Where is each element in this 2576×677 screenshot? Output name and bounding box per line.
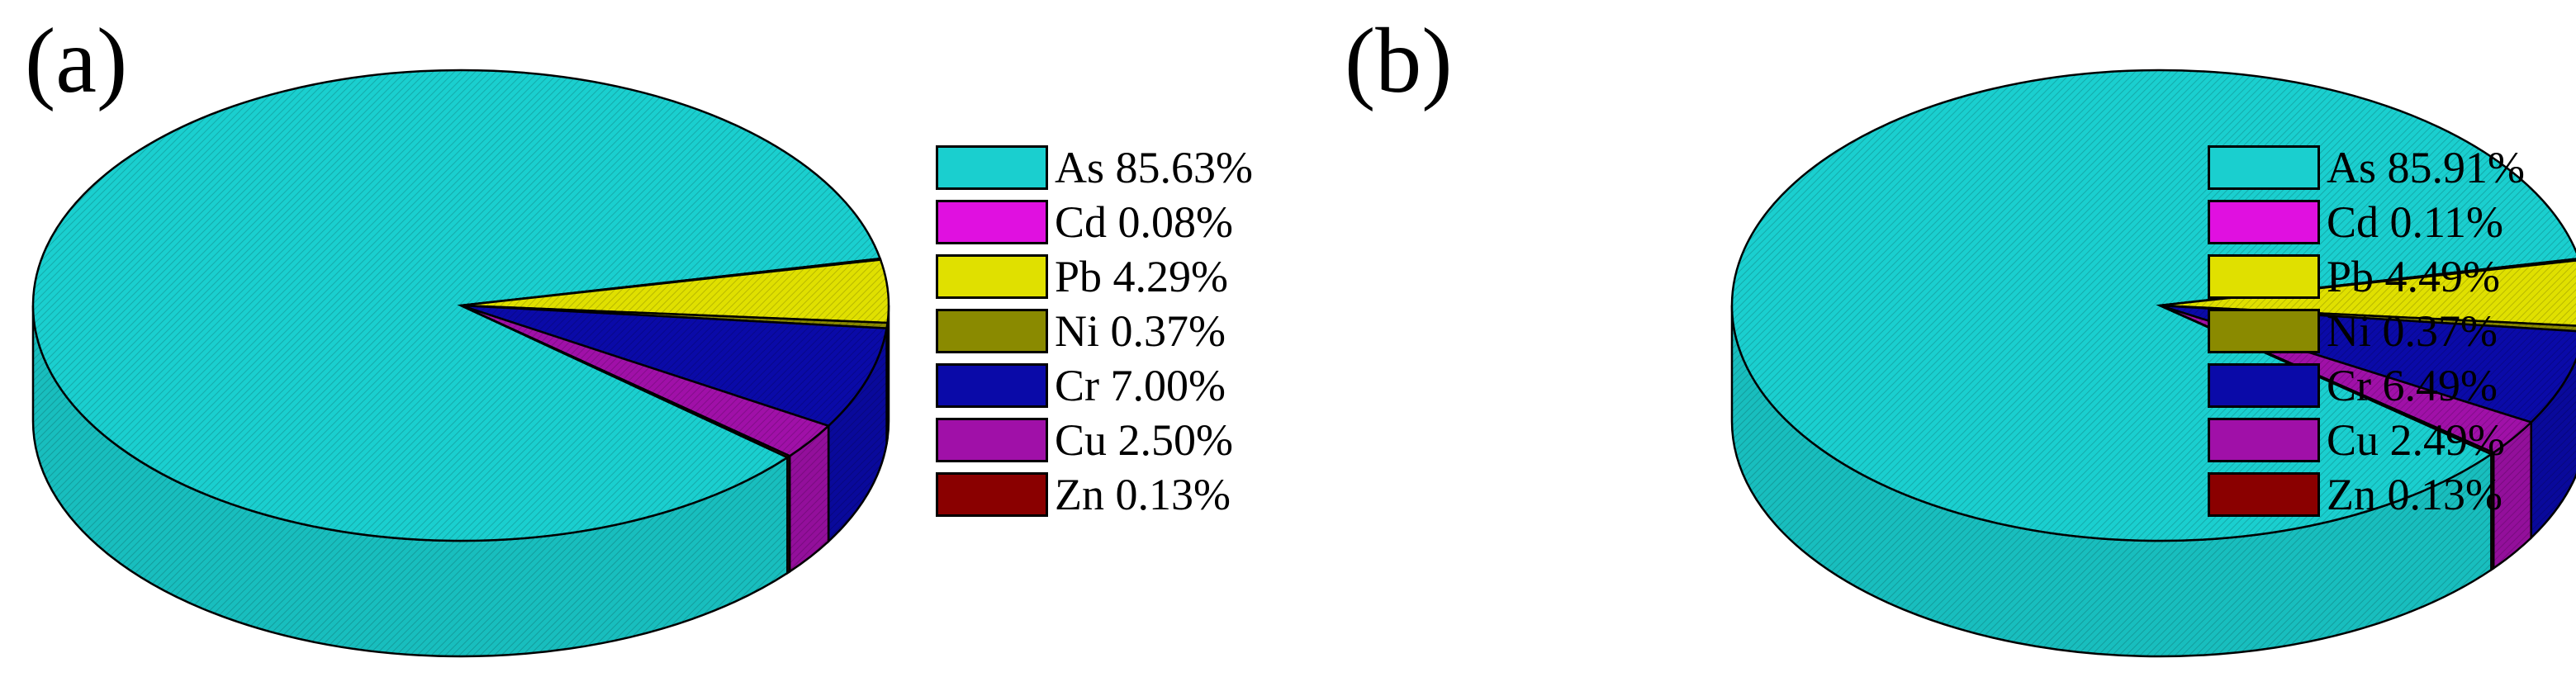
legend-item-cu: Cu 2.49% bbox=[2208, 415, 2576, 472]
legend-swatch bbox=[936, 145, 1048, 190]
legend-label: Ni 0.37% bbox=[2327, 306, 2498, 356]
legend-label: Cd 0.11% bbox=[2327, 197, 2503, 247]
legend-label: Pb 4.29% bbox=[1055, 252, 1229, 301]
legend-swatch bbox=[2208, 254, 2320, 299]
legend-swatch bbox=[2208, 145, 2320, 190]
legend-item-as: As 85.63% bbox=[936, 143, 1316, 200]
legend-item-cu: Cu 2.50% bbox=[936, 415, 1316, 472]
legend-label: Pb 4.49% bbox=[2327, 252, 2501, 301]
legend-swatch bbox=[2208, 309, 2320, 353]
legend-item-pb: Pb 4.49% bbox=[2208, 252, 2576, 309]
pie-slice-hatch bbox=[461, 305, 790, 458]
legend-swatch bbox=[936, 309, 1048, 353]
legend-item-cr: Cr 7.00% bbox=[936, 361, 1316, 418]
legend-swatch bbox=[2208, 200, 2320, 244]
legend-item-zn: Zn 0.13% bbox=[936, 470, 1316, 527]
pie-slice-hatch bbox=[32, 70, 880, 542]
legend-item-zn: Zn 0.13% bbox=[2208, 470, 2576, 527]
pie-side-hatch bbox=[2531, 359, 2576, 538]
panel-label: (a) bbox=[25, 10, 128, 112]
legend-swatch bbox=[2208, 363, 2320, 408]
chart-panel-a: (a) As 85.63% Cd 0.08% Pb 4.29% Ni 0.37% Cr … bbox=[25, 10, 1253, 658]
legend-swatch bbox=[2208, 472, 2320, 517]
legend-label: Cr 6.49% bbox=[2327, 361, 2498, 410]
pie-chart bbox=[31, 69, 890, 658]
legend-item-as: As 85.91% bbox=[2208, 143, 2576, 200]
legend-swatch bbox=[936, 254, 1048, 299]
pie-side-hatch bbox=[2493, 422, 2531, 569]
legend-label: As 85.91% bbox=[2327, 143, 2525, 192]
pie-slice-hatch bbox=[461, 305, 887, 426]
pie-slice-hatch bbox=[461, 305, 829, 457]
pie-slice-hatch bbox=[1732, 70, 2576, 541]
legend-swatch bbox=[2208, 418, 2320, 462]
legend-swatch bbox=[936, 363, 1048, 408]
legend-label: Cu 2.50% bbox=[1055, 415, 1233, 465]
legend-label: Cd 0.08% bbox=[1055, 197, 1233, 247]
pie-side-hatch bbox=[2491, 452, 2494, 570]
pie-side-hatch bbox=[787, 456, 790, 574]
pie-slice-hatch bbox=[461, 259, 889, 324]
pie-side-hatch bbox=[1732, 305, 2492, 656]
legend-label: Zn 0.13% bbox=[2327, 470, 2502, 519]
legend-label: Cr 7.00% bbox=[1055, 361, 1226, 410]
legend-item-cr: Cr 6.49% bbox=[2208, 361, 2576, 418]
legend-item-cd: Cd 0.11% bbox=[2208, 197, 2576, 254]
legend-label: Cu 2.49% bbox=[2327, 415, 2505, 465]
legend-swatch bbox=[936, 418, 1048, 462]
legend-item-pb: Pb 4.29% bbox=[936, 252, 1316, 309]
legend-swatch bbox=[936, 472, 1048, 517]
legend-swatch bbox=[936, 200, 1048, 244]
legend-item-ni: Ni 0.37% bbox=[936, 306, 1316, 363]
legend-item-ni: Ni 0.37% bbox=[2208, 306, 2576, 363]
pie-side-hatch bbox=[790, 425, 829, 572]
legend-label: As 85.63% bbox=[1055, 143, 1253, 192]
legend-label: Zn 0.13% bbox=[1055, 470, 1231, 519]
pie-side-hatch bbox=[33, 305, 788, 656]
panel-label: (b) bbox=[1345, 10, 1453, 112]
pie-side-hatch bbox=[828, 328, 887, 542]
legend-item-cd: Cd 0.08% bbox=[936, 197, 1316, 254]
chart-panel-b: (b) As 85.91% Cd 0.11% Pb 4.49% Ni 0.37% Cr … bbox=[1288, 0, 2576, 677]
legend-label: Ni 0.37% bbox=[1055, 306, 1226, 356]
